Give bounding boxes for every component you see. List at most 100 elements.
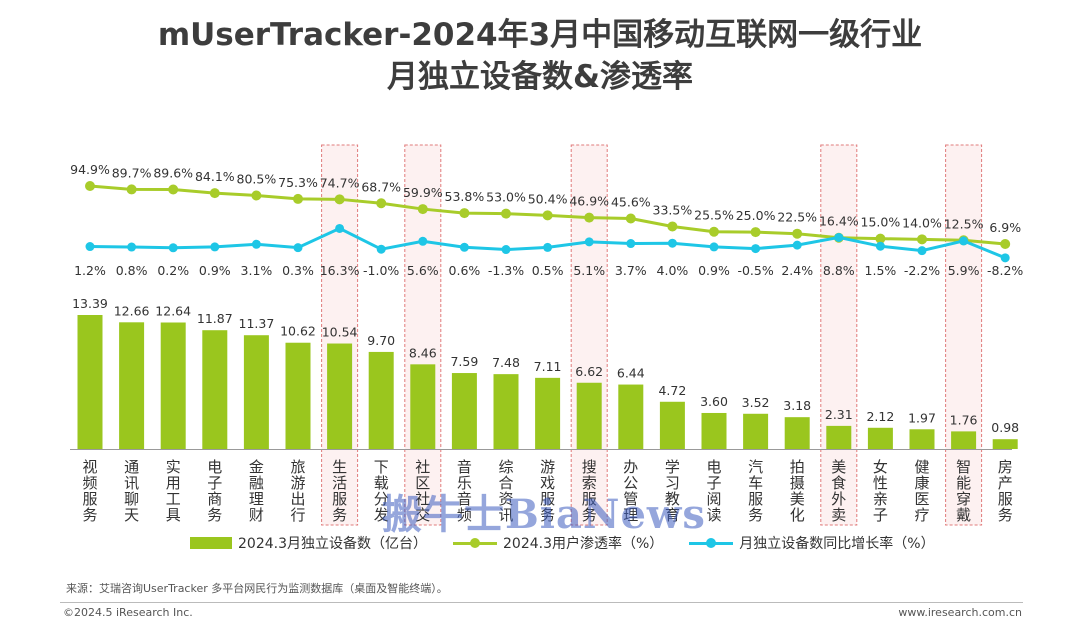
growth-label-21: 5.9% — [948, 263, 980, 278]
growth-label-2: 0.2% — [157, 263, 189, 278]
bar-value-label-13: 6.44 — [617, 366, 645, 381]
penetration-label-19: 15.0% — [861, 215, 901, 230]
penetration-point-7 — [376, 198, 387, 209]
growth-label-13: 3.7% — [615, 263, 647, 278]
penetration-label-21: 12.5% — [944, 216, 984, 231]
source-note: 来源：艾瑞咨询UserTracker 多平台网民行为监测数据库（桌面及智能终端）… — [66, 582, 448, 595]
penetration-point-13 — [625, 213, 636, 224]
growth-point-8 — [418, 236, 428, 246]
bars-group — [77, 315, 1018, 449]
growth-label-10: -1.3% — [488, 263, 524, 278]
penetration-point-3 — [209, 188, 220, 199]
category-label-13: 办公管理 — [623, 458, 638, 524]
growth-label-6: 16.3% — [320, 263, 360, 278]
bar-value-label-12: 6.62 — [575, 364, 603, 379]
growth-point-6 — [335, 223, 345, 233]
category-label-5: 旅游出行 — [290, 458, 305, 524]
bar-21 — [951, 431, 977, 449]
bar-value-label-5: 10.62 — [280, 324, 316, 339]
category-label-14: 学习教育 — [665, 458, 680, 524]
growth-point-22 — [1000, 253, 1010, 263]
penetration-point-16 — [750, 227, 761, 238]
growth-label-22: -8.2% — [987, 263, 1023, 278]
highlight-box-21 — [945, 144, 983, 526]
bar-16 — [743, 413, 769, 449]
growth-point-7 — [376, 244, 386, 254]
growth-label-16: -0.5% — [737, 263, 773, 278]
category-labels-group: 视频服务 通讯聊天 实用工具 电子商务 金融理财 旅游出行 生活服务 下载分发 社区社交 音乐音频… — [82, 458, 1012, 524]
growth-point-10 — [501, 245, 511, 255]
growth-label-8: 5.6% — [407, 263, 439, 278]
growth-label-7: -1.0% — [363, 263, 399, 278]
penetration-label-4: 80.5% — [237, 171, 277, 186]
penetration-label-6: 74.7% — [320, 175, 360, 190]
penetration-label-18: 16.4% — [819, 214, 859, 229]
legend-item-growth: 月独立设备数同比增长率（%） — [689, 533, 935, 553]
bar-value-label-0: 13.39 — [72, 296, 108, 311]
growth-label-12: 5.1% — [573, 263, 605, 278]
penetration-label-3: 84.1% — [195, 169, 235, 184]
bar-15 — [701, 412, 727, 449]
bar-7 — [368, 351, 394, 449]
bar-value-label-10: 7.48 — [492, 355, 520, 370]
legend-bar-label: 2024.3月独立设备数（亿台） — [238, 536, 427, 552]
penetration-label-17: 22.5% — [777, 210, 817, 225]
bar-0 — [77, 315, 103, 449]
penetration-label-11: 50.4% — [528, 191, 568, 206]
growth-point-16 — [751, 244, 761, 254]
category-label-4: 金融理财 — [249, 458, 264, 524]
highlight-box-12 — [570, 144, 608, 526]
category-label-2: 实用工具 — [166, 458, 181, 524]
legend-bar-swatch — [190, 537, 232, 549]
bar-3 — [202, 330, 228, 449]
growth-point-13 — [626, 239, 636, 249]
penetration-label-8: 59.9% — [403, 185, 443, 200]
growth-point-12 — [584, 237, 594, 247]
penetration-point-15 — [709, 226, 719, 237]
bar-4 — [243, 335, 269, 449]
bar-value-label-16: 3.52 — [742, 395, 770, 410]
penetration-point-4 — [251, 190, 262, 201]
category-label-0: 视频服务 — [82, 458, 97, 524]
category-label-18: 美食外卖 — [831, 458, 846, 524]
penetration-label-2: 89.6% — [153, 165, 193, 180]
growth-label-1: 0.8% — [116, 263, 148, 278]
bar-value-label-22: 0.98 — [991, 420, 1019, 435]
bar-8 — [410, 364, 436, 449]
category-label-19: 女性亲子 — [873, 458, 888, 524]
growth-point-15 — [709, 242, 719, 252]
chart-title: mUserTracker-2024年3月中国移动互联网一级行业 月独立设备数&渗… — [0, 14, 1080, 98]
legend-penetration-label: 2024.3用户渗透率（%） — [503, 536, 664, 552]
bar-value-label-11: 7.11 — [534, 359, 562, 374]
penetration-label-22: 6.9% — [989, 220, 1021, 235]
penetration-point-20 — [917, 234, 927, 245]
penetration-label-15: 25.5% — [694, 208, 734, 223]
legend-item-bar: 2024.3月独立设备数（亿台） — [190, 533, 427, 553]
bar-11 — [535, 377, 561, 449]
bar-value-label-8: 8.46 — [409, 345, 437, 360]
bar-value-label-14: 4.72 — [658, 383, 686, 398]
growth-point-11 — [543, 242, 553, 252]
growth-label-3: 0.9% — [199, 263, 231, 278]
chart-title-line2: 月独立设备数&渗透率 — [386, 59, 694, 95]
labels-group: 13.39 12.66 12.64 11.87 11.37 10.62 10.54 9.70 8… — [70, 162, 1023, 435]
penetration-label-16: 25.0% — [736, 208, 776, 223]
growth-label-0: 1.2% — [74, 263, 106, 278]
penetration-point-10 — [501, 208, 511, 219]
growth-point-20 — [917, 246, 927, 256]
growth-point-3 — [210, 242, 220, 252]
bar-1 — [119, 322, 145, 449]
penetration-label-7: 68.7% — [361, 179, 401, 194]
growth-label-17: 2.4% — [781, 263, 813, 278]
lines-group — [85, 181, 1011, 263]
bar-20 — [909, 429, 935, 449]
penetration-label-5: 75.3% — [278, 175, 318, 190]
bar-value-label-9: 7.59 — [450, 354, 478, 369]
bar-value-label-4: 11.37 — [239, 316, 275, 331]
bar-value-label-2: 12.64 — [155, 304, 191, 319]
penetration-label-9: 53.8% — [445, 189, 485, 204]
growth-label-18: 8.8% — [823, 263, 855, 278]
highlight-box-6 — [321, 144, 359, 526]
category-label-9: 音乐音频 — [457, 458, 472, 524]
